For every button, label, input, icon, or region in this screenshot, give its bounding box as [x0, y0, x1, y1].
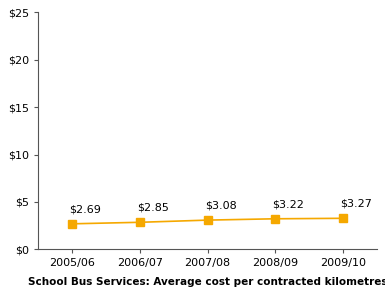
Text: $3.22: $3.22	[273, 199, 304, 209]
Text: $3.08: $3.08	[205, 200, 236, 210]
Text: $2.69: $2.69	[70, 204, 101, 214]
Text: $2.85: $2.85	[137, 203, 169, 213]
X-axis label: School Bus Services: Average cost per contracted kilometres: School Bus Services: Average cost per co…	[28, 277, 385, 287]
Text: $3.27: $3.27	[340, 199, 372, 209]
